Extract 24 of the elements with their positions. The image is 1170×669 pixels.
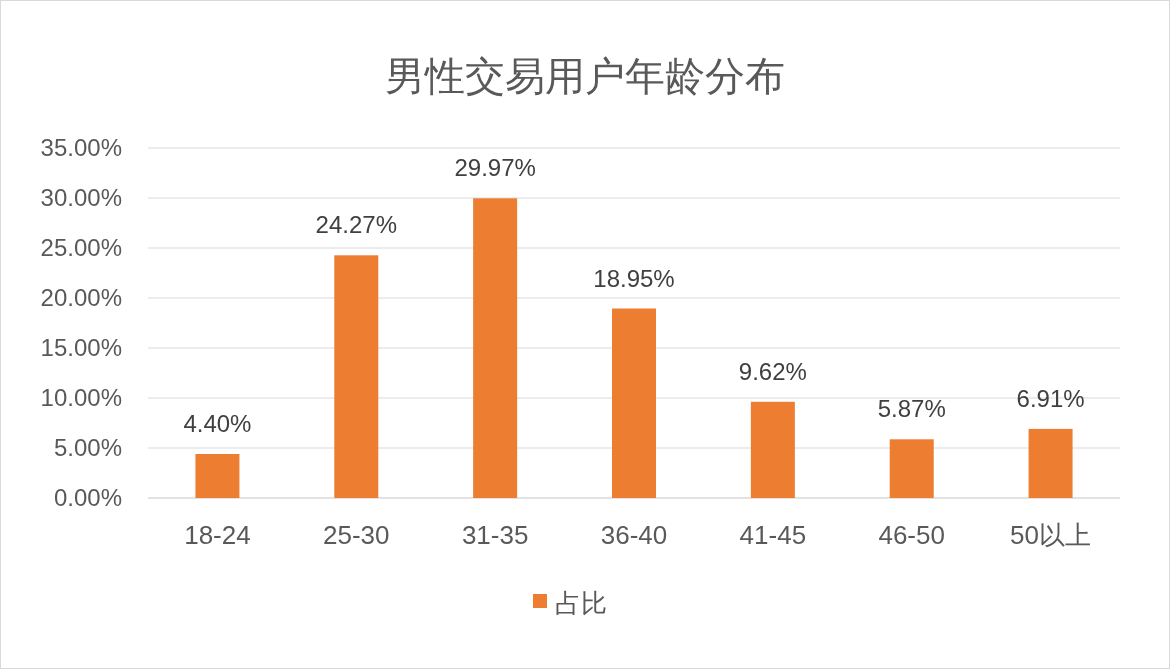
x-tick-label: 46-50 bbox=[878, 520, 945, 550]
y-tick-label: 30.00% bbox=[40, 184, 122, 211]
chart-title: 男性交易用户年龄分布 bbox=[385, 54, 785, 98]
data-label: 18.95% bbox=[593, 264, 675, 292]
x-tick-label: 41-45 bbox=[739, 520, 807, 550]
y-tick-label: 35.00% bbox=[40, 134, 122, 161]
y-tick-label: 15.00% bbox=[40, 334, 122, 361]
data-label: 29.97% bbox=[454, 154, 536, 182]
y-tick-label: 5.00% bbox=[53, 434, 122, 461]
y-tick-label: 20.00% bbox=[40, 284, 122, 311]
data-label: 4.40% bbox=[183, 410, 252, 437]
data-label: 9.62% bbox=[738, 357, 807, 385]
x-tick-label: 50以上 bbox=[1010, 520, 1092, 550]
x-tick-label: 18-24 bbox=[184, 520, 251, 550]
y-tick-label: 0.00% bbox=[53, 484, 122, 511]
y-tick-label: 10.00% bbox=[40, 384, 122, 411]
x-tick-label: 36-40 bbox=[600, 520, 668, 550]
data-label: 6.91% bbox=[1016, 384, 1085, 412]
data-label: 24.27% bbox=[315, 211, 397, 239]
y-tick-label: 25.00% bbox=[40, 234, 122, 261]
data-label: 5.87% bbox=[877, 395, 946, 423]
x-tick-label: 25-30 bbox=[323, 520, 390, 550]
legend-label: 占比 bbox=[555, 588, 607, 618]
x-tick-label: 31-35 bbox=[461, 520, 529, 550]
